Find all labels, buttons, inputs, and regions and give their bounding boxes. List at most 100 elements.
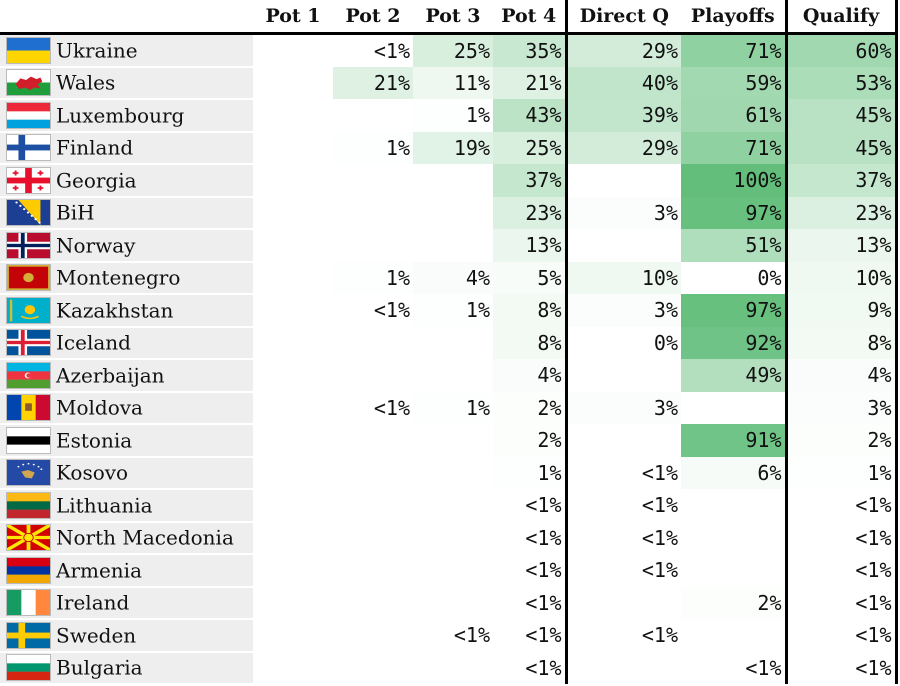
cell-pot-1 <box>253 66 333 99</box>
team-cell: Ireland <box>0 586 253 620</box>
table-row-kazakhstan: Kazakhstan <1% 1% 8% 3% 97% 9% <box>0 294 898 328</box>
team-name: Ireland <box>56 590 130 615</box>
team-cell: Montenegro <box>0 261 253 295</box>
cell-pot-2 <box>333 359 413 392</box>
cell-playoffs: 97% <box>681 196 786 229</box>
cell-pot-1 <box>253 33 333 67</box>
cell-pot-4: 1% <box>493 456 566 489</box>
column-header-playoffs: Playoffs <box>681 0 786 35</box>
cell-pot-2 <box>333 99 413 132</box>
cell-pot-2 <box>333 489 413 522</box>
cell-pot-4: <1% <box>493 489 566 522</box>
team-cell: Wales <box>0 66 253 100</box>
team-cell: Lithuania <box>0 489 253 523</box>
cell-pot-1 <box>253 99 333 132</box>
cell-qualify: <1% <box>784 651 898 684</box>
cell-pot-4: 8% <box>493 294 566 327</box>
cell-pot-3 <box>413 424 493 457</box>
column-header-direct-q: Direct Q <box>564 0 681 35</box>
cell-playoffs: 0% <box>681 261 786 294</box>
cell-pot-1 <box>253 294 333 327</box>
team-name: North Macedonia <box>56 525 234 550</box>
cell-pot-1 <box>253 229 333 262</box>
cell-qualify: 60% <box>784 33 898 67</box>
cell-pot-2 <box>333 424 413 457</box>
cell-direct-q <box>564 359 681 392</box>
cell-pot-1 <box>253 359 333 392</box>
cell-pot-4: 2% <box>493 391 566 424</box>
cell-pot-3: 19% <box>413 131 493 164</box>
table-row-ireland: Ireland <1% 2% <1% <box>0 586 898 620</box>
team-cell: Armenia <box>0 554 253 588</box>
cell-pot-3 <box>413 164 493 197</box>
cell-pot-4: 21% <box>493 66 566 99</box>
team-cell: North Macedonia <box>0 521 253 555</box>
cell-direct-q <box>564 424 681 457</box>
cell-pot-2 <box>333 164 413 197</box>
luxembourg-flag-icon <box>6 101 51 129</box>
cell-pot-2 <box>333 229 413 262</box>
team-cell: BiH <box>0 196 253 230</box>
cell-pot-3: <1% <box>413 619 493 652</box>
cell-direct-q: 3% <box>564 391 681 424</box>
team-cell: Kosovo <box>0 456 253 490</box>
table-body: Ukraine <1% 25% 35% 29% 71% 60% Wales 21% 11% 21% 4… <box>0 33 898 685</box>
cell-pot-2 <box>333 554 413 587</box>
finland-flag-icon <box>6 134 51 162</box>
cell-pot-3: 1% <box>413 99 493 132</box>
team-name: Estonia <box>56 428 133 453</box>
cell-pot-2 <box>333 651 413 684</box>
cell-pot-3 <box>413 554 493 587</box>
team-name: Lithuania <box>56 493 153 518</box>
table-row-azerbaijan: Azerbaijan 4% 49% 4% <box>0 359 898 393</box>
team-name: Azerbaijan <box>56 363 165 388</box>
cell-playoffs <box>681 489 786 522</box>
team-name: Iceland <box>56 330 131 355</box>
cell-pot-4: 35% <box>493 33 566 67</box>
cell-pot-3 <box>413 359 493 392</box>
cell-qualify: 3% <box>784 391 898 424</box>
cell-direct-q: <1% <box>564 554 681 587</box>
cell-pot-1 <box>253 424 333 457</box>
cell-qualify: 45% <box>784 131 898 164</box>
ukraine-flag-icon <box>6 36 51 64</box>
cell-playoffs: <1% <box>681 651 786 684</box>
team-name: Norway <box>56 233 136 258</box>
lithuania-flag-icon <box>6 491 51 519</box>
norway-flag-icon <box>6 231 51 259</box>
cell-qualify: 2% <box>784 424 898 457</box>
team-name: Finland <box>56 135 134 160</box>
cell-playoffs: 97% <box>681 294 786 327</box>
team-name: BiH <box>56 200 95 225</box>
cell-pot-2 <box>333 456 413 489</box>
cell-pot-4: <1% <box>493 521 566 554</box>
cell-playoffs: 100% <box>681 164 786 197</box>
cell-direct-q <box>564 164 681 197</box>
team-name: Luxembourg <box>56 103 185 128</box>
table-row-moldova: Moldova <1% 1% 2% 3% 3% <box>0 391 898 425</box>
column-header-pot-4: Pot 4 <box>493 0 566 35</box>
cell-pot-1 <box>253 326 333 359</box>
kazakhstan-flag-icon <box>6 296 51 324</box>
cell-playoffs <box>681 554 786 587</box>
azerbaijan-flag-icon <box>6 361 51 389</box>
cell-pot-1 <box>253 651 333 684</box>
cell-pot-4: <1% <box>493 586 566 619</box>
team-name: Montenegro <box>56 265 181 290</box>
table-row-wales: Wales 21% 11% 21% 40% 59% 53% <box>0 66 898 100</box>
table-row-montenegro: Montenegro 1% 4% 5% 10% 0% 10% <box>0 261 898 295</box>
cell-direct-q: 39% <box>564 99 681 132</box>
column-header-qualify: Qualify <box>784 0 898 35</box>
bih-flag-icon <box>6 199 51 227</box>
cell-pot-4: 4% <box>493 359 566 392</box>
cell-qualify: <1% <box>784 554 898 587</box>
team-cell: Iceland <box>0 326 253 360</box>
cell-playoffs: 92% <box>681 326 786 359</box>
team-name: Georgia <box>56 168 137 193</box>
cell-pot-4: 8% <box>493 326 566 359</box>
cell-direct-q <box>564 586 681 619</box>
cell-pot-4: 43% <box>493 99 566 132</box>
cell-direct-q: <1% <box>564 489 681 522</box>
cell-pot-3: 11% <box>413 66 493 99</box>
